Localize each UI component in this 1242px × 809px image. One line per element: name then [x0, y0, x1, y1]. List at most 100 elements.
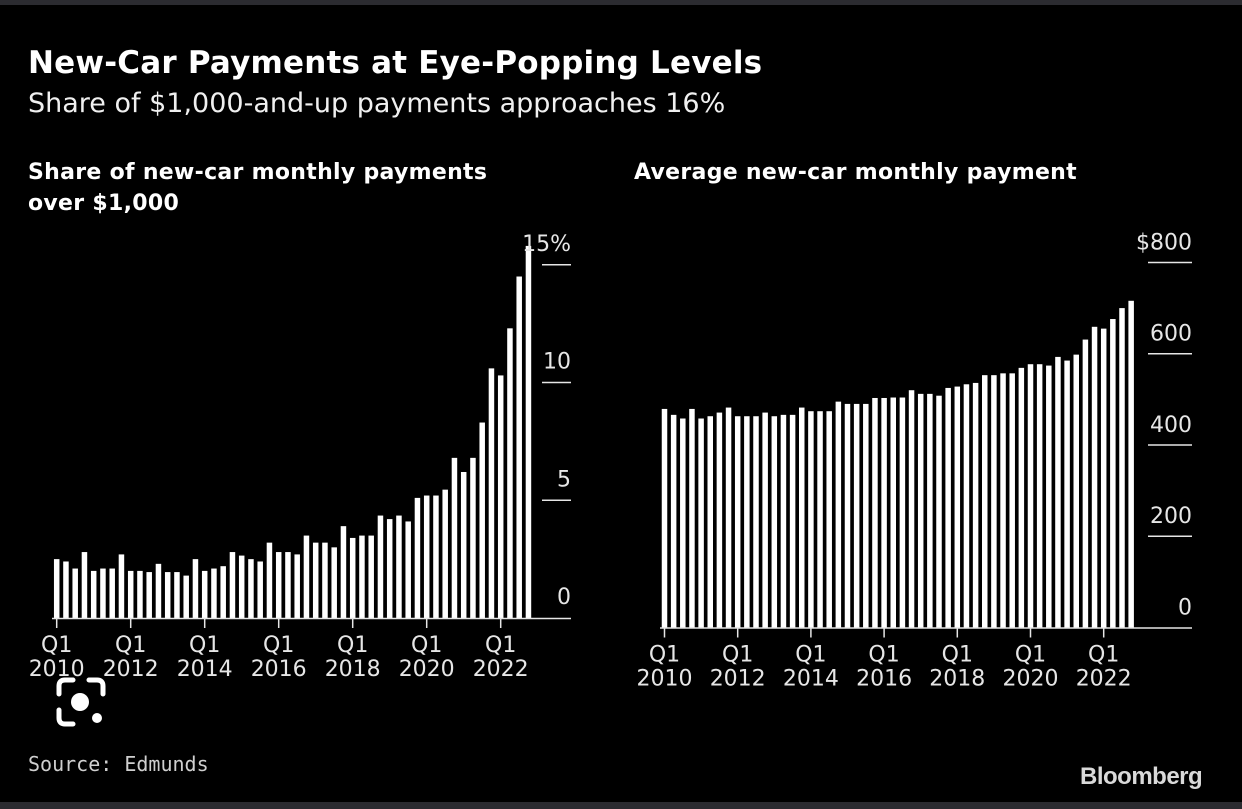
left-bar — [266, 542, 273, 618]
left-bar — [359, 535, 365, 618]
left-bar — [377, 515, 384, 618]
right-y-tick-label: 400 — [1150, 413, 1192, 438]
lens-scan-icon[interactable] — [55, 676, 107, 728]
right-y-tick-label: 600 — [1150, 322, 1192, 347]
right-bar — [1082, 339, 1089, 628]
left-bar — [220, 566, 226, 618]
right-bar — [707, 416, 713, 628]
left-x-tick-label-quarter: Q1 — [411, 633, 442, 658]
right-bar — [1100, 328, 1107, 628]
left-bar — [303, 535, 310, 618]
left-bar — [294, 554, 300, 618]
left-x-tick-label-quarter: Q1 — [41, 633, 72, 658]
right-bar — [725, 407, 732, 628]
left-bar — [211, 568, 217, 618]
left-bar — [118, 554, 125, 618]
left-bar — [386, 519, 393, 618]
right-bar — [771, 416, 778, 628]
bottom-frame-band — [0, 802, 1242, 809]
right-bar — [927, 393, 933, 628]
right-x-tick-label-quarter: Q1 — [1015, 643, 1046, 668]
right-x-tick-label-year: 2010 — [637, 667, 693, 692]
right-bar — [1009, 373, 1015, 628]
left-bar — [146, 572, 152, 618]
right-bar — [972, 382, 979, 628]
right-y-tick-label: 200 — [1150, 504, 1192, 529]
right-y-tick-label: $800 — [1136, 230, 1192, 255]
left-bar — [331, 547, 337, 618]
right-chart-heading: Average new-car monthly payment — [634, 157, 1077, 188]
right-bar — [670, 414, 677, 628]
left-bar — [229, 552, 236, 618]
left-bar — [497, 375, 504, 618]
left-bar — [109, 568, 115, 618]
left-chart-heading: Share of new-car monthly payments over $… — [28, 157, 487, 219]
right-bar — [753, 416, 759, 628]
right-bar — [872, 397, 878, 628]
left-x-tick-label-quarter: Q1 — [485, 633, 516, 658]
right-bar — [799, 407, 805, 628]
chart-subtitle: Share of $1,000-and-up payments approach… — [28, 88, 726, 119]
left-x-tick-label-year: 2020 — [399, 657, 455, 682]
right-bar — [817, 411, 823, 628]
right-bar — [1055, 356, 1061, 628]
right-bar — [936, 395, 942, 628]
right-bar — [1091, 326, 1098, 628]
right-y-tick-label: 0 — [1178, 596, 1192, 621]
right-bar — [689, 408, 695, 628]
left-chart-heading-line-2: over $1,000 — [28, 191, 180, 216]
right-bar — [1027, 364, 1034, 628]
right-x-tick-label-year: 2014 — [783, 667, 839, 692]
left-bar — [507, 328, 513, 618]
source-note: Source: Edmunds — [28, 752, 209, 776]
left-bar — [396, 515, 402, 618]
right-bar — [899, 397, 906, 628]
right-x-tick-label-year: 2012 — [710, 667, 766, 692]
left-bar — [322, 542, 328, 618]
right-bar — [1128, 300, 1134, 628]
left-bar — [414, 497, 421, 618]
left-bar — [248, 559, 254, 619]
left-bar — [405, 521, 411, 618]
left-bar — [100, 568, 106, 618]
right-bar — [1073, 354, 1079, 628]
left-bar — [423, 495, 430, 618]
left-bar — [63, 561, 69, 618]
right-bar — [863, 403, 869, 628]
left-bar — [479, 422, 485, 618]
right-bar — [826, 411, 832, 628]
left-x-tick-label-quarter: Q1 — [115, 633, 146, 658]
right-bar — [890, 397, 896, 628]
left-bar — [451, 457, 458, 618]
right-bar — [1064, 360, 1070, 628]
left-bar — [127, 570, 134, 618]
right-x-tick-label-quarter: Q1 — [795, 643, 826, 668]
right-bar — [780, 414, 787, 628]
left-x-tick-label-year: 2010 — [29, 657, 85, 682]
left-bar — [155, 563, 162, 618]
right-bar — [1018, 367, 1025, 628]
right-bar — [908, 390, 915, 628]
right-bar — [734, 416, 741, 628]
left-x-tick-label-quarter: Q1 — [263, 633, 294, 658]
left-bar — [257, 561, 263, 618]
right-bar-chart: 0200400600$800Q12010Q12012Q12014Q12016Q1… — [637, 230, 1192, 692]
right-bar — [1046, 365, 1052, 628]
right-chart-heading-line-1: Average new-car monthly payment — [634, 160, 1077, 185]
left-x-tick-label-year: 2016 — [251, 657, 307, 682]
right-bar — [963, 384, 970, 628]
right-x-tick-label-quarter: Q1 — [1088, 643, 1119, 668]
right-bar — [762, 412, 768, 628]
right-bar — [835, 401, 842, 628]
right-x-tick-label-quarter: Q1 — [942, 643, 973, 668]
right-bar — [698, 418, 704, 628]
left-bar — [340, 526, 347, 618]
left-bar — [460, 471, 467, 618]
right-bar — [844, 403, 851, 628]
left-bar — [201, 570, 208, 618]
left-x-tick-label-year: 2022 — [473, 657, 529, 682]
left-bar — [516, 276, 522, 618]
top-frame-band — [0, 0, 1242, 5]
left-bar — [442, 489, 448, 618]
left-y-tick-label: 0 — [557, 585, 571, 610]
